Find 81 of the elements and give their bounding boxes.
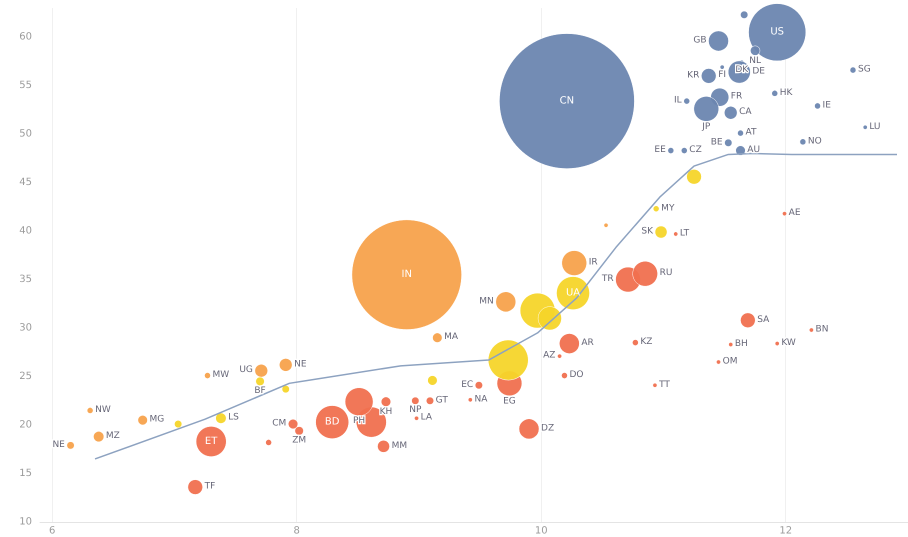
annotation: AE xyxy=(788,208,801,218)
y-tick-label: 45 xyxy=(19,177,32,188)
annotation: BH xyxy=(734,339,748,350)
annotation: NA xyxy=(474,394,488,404)
annotation: NO xyxy=(808,136,822,146)
annotation: KH xyxy=(380,407,392,418)
annotation: LA xyxy=(420,412,433,423)
annotation: SA xyxy=(757,314,770,325)
annotation: MW xyxy=(212,370,230,380)
annotation: ET xyxy=(204,436,218,448)
annotation: MN xyxy=(479,296,494,306)
annotation: CM xyxy=(272,418,286,429)
annotation: DZ xyxy=(541,423,554,434)
annotation: ZM xyxy=(292,436,306,446)
annotation: SG xyxy=(858,64,871,75)
annotation: LS xyxy=(228,412,240,423)
annotation: MY xyxy=(661,203,675,214)
annotation: MG xyxy=(149,414,164,425)
y-tick-label: 10 xyxy=(19,516,32,528)
y-tick-label: 15 xyxy=(19,468,32,480)
annotation: CZ xyxy=(689,145,702,156)
annotation: EC xyxy=(461,380,474,390)
annotation: UA xyxy=(566,288,580,299)
y-tick-label: 35 xyxy=(19,274,32,286)
annotation: HK xyxy=(780,88,794,98)
annotation: US xyxy=(770,26,784,38)
annotation: MZ xyxy=(106,431,120,442)
annotation: KW xyxy=(781,338,796,348)
annotation: RU xyxy=(660,268,672,278)
annotation: BD xyxy=(324,416,340,428)
annotation: FI xyxy=(718,70,726,80)
y-tick-label: 50 xyxy=(19,128,32,140)
annotation: CN xyxy=(560,96,574,107)
x-tick-label: 12 xyxy=(779,526,792,536)
x-tick-label: 10 xyxy=(534,526,548,536)
annotation: UG xyxy=(239,365,253,376)
annotation: JP xyxy=(701,122,711,132)
x-tick-label: 8 xyxy=(294,526,300,536)
annotation: NL xyxy=(749,56,762,66)
annotation: NE xyxy=(52,440,66,450)
annotation: NP xyxy=(409,404,422,415)
annotation: AU xyxy=(747,145,760,156)
annotation: BF xyxy=(254,386,266,396)
annotation: LU xyxy=(869,122,880,132)
y-tick-label: 60 xyxy=(19,32,32,43)
annotation: DK xyxy=(735,64,750,75)
annotation: DE xyxy=(752,66,766,77)
annotation: SK xyxy=(641,226,654,237)
annotation: EG xyxy=(503,396,516,406)
annotation: IR xyxy=(588,258,598,268)
annotation: IL xyxy=(674,96,682,106)
annotation: GB xyxy=(693,35,706,46)
annotation: EE xyxy=(654,145,666,156)
annotation: AT xyxy=(746,128,757,138)
y-tick-label: 40 xyxy=(19,226,32,237)
y-tick-label: 25 xyxy=(19,371,32,382)
annotation: OM xyxy=(722,356,738,366)
annotation: IN xyxy=(402,269,412,280)
annotation: KR xyxy=(687,70,700,80)
annotation: AR xyxy=(581,338,594,348)
annotation: GT xyxy=(436,395,448,406)
x-tick-label: 6 xyxy=(49,526,56,536)
annotation: KZ xyxy=(640,337,652,348)
annotation: BN xyxy=(816,324,828,334)
annotation: MM xyxy=(392,440,408,451)
annotation: CA xyxy=(739,107,752,118)
y-tick-label: 30 xyxy=(19,322,32,334)
y-tick-label: 55 xyxy=(19,80,32,92)
annotation: DO xyxy=(569,370,584,380)
annotation: TR xyxy=(600,274,614,284)
annotation: LT xyxy=(680,228,690,238)
annotation: NE xyxy=(294,359,307,370)
annotation: IE xyxy=(822,100,832,110)
y-tick-label: 20 xyxy=(19,420,32,431)
annotation: MA xyxy=(444,332,459,342)
annotation: FR xyxy=(730,92,742,102)
annotation: BE xyxy=(710,137,723,148)
annotation: AZ xyxy=(543,350,556,361)
annotation: TF xyxy=(204,482,216,492)
annotation: TT xyxy=(658,380,670,390)
annotation: NW xyxy=(95,404,111,415)
